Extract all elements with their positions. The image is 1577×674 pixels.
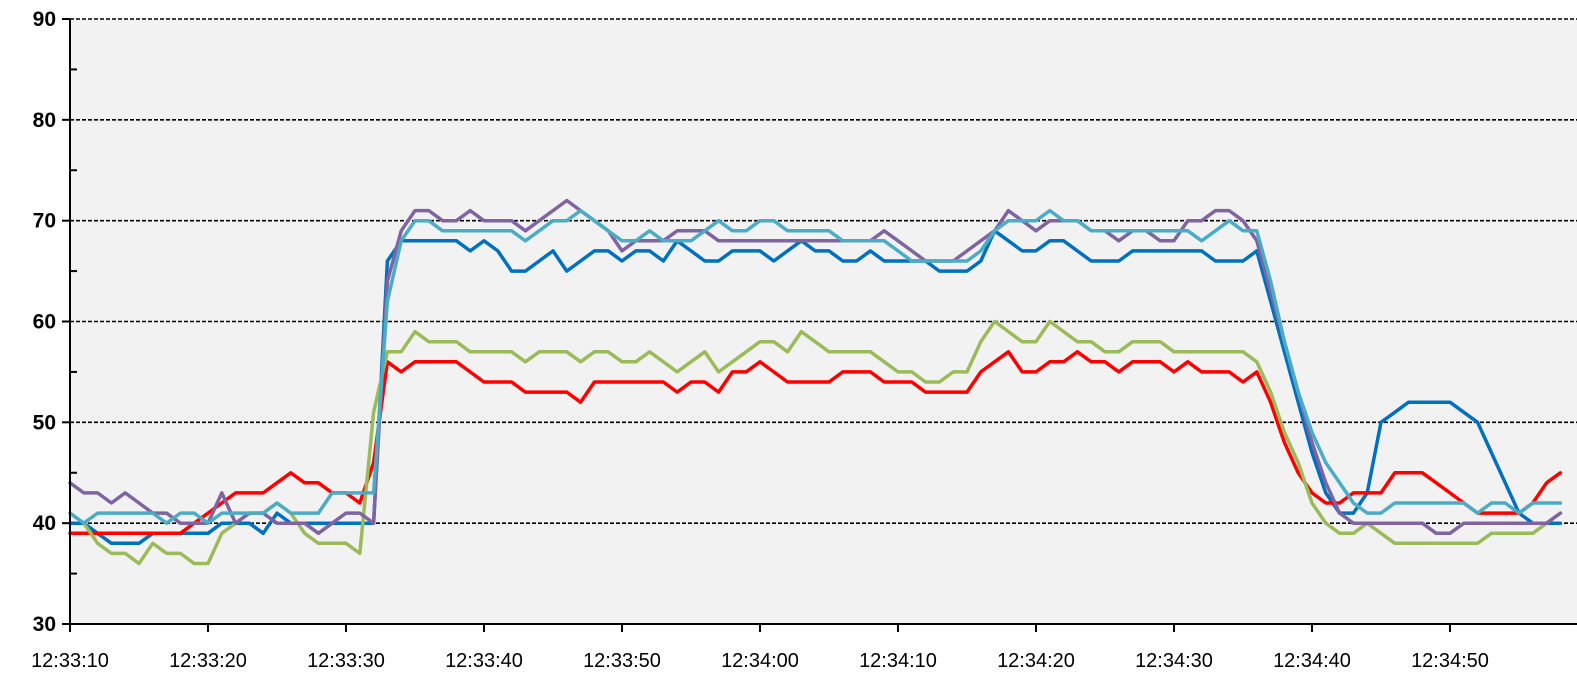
x-tick-label-12:34:20: 12:34:20 [997,650,1075,672]
series-group [68,198,1563,566]
y-axis-ticks: 30 40 50 60 70 80 90 [33,8,77,636]
y-tick-label-60: 60 [33,311,56,334]
x-tick-label-12:34:10: 12:34:10 [859,650,937,672]
y-tick-label-80: 80 [33,109,56,132]
y-tick-label-70: 70 [33,210,56,233]
x-tick-label-12:34:50: 12:34:50 [1411,650,1489,672]
series-line-5 [68,208,1563,525]
x-tick-label-12:34:40: 12:34:40 [1273,650,1351,672]
y-tick-label-30: 30 [33,613,56,636]
gridlines [70,18,1577,524]
series-line-4 [68,198,1563,536]
x-tick-label-12:33:10: 12:33:10 [31,650,109,672]
x-tick-label-12:33:30: 12:33:30 [307,650,385,672]
x-tick-label-12:34:00: 12:34:00 [721,650,799,672]
x-axis-ticks: 12:33:10 12:33:20 12:33:30 12:33:40 12:33:50… [31,624,1489,672]
x-tick-label-12:34:30: 12:34:30 [1135,650,1213,672]
x-tick-label-12:33:20: 12:33:20 [169,650,247,672]
series-line-1 [68,229,1563,546]
x-tick-label-12:33:40: 12:33:40 [445,650,523,672]
series-line-3 [68,319,1563,566]
series-line-2 [68,350,1563,536]
y-tick-label-90: 90 [33,8,56,31]
y-tick-label-50: 50 [33,411,56,434]
x-tick-label-12:33:50: 12:33:50 [583,650,661,672]
y-tick-label-40: 40 [33,512,56,535]
